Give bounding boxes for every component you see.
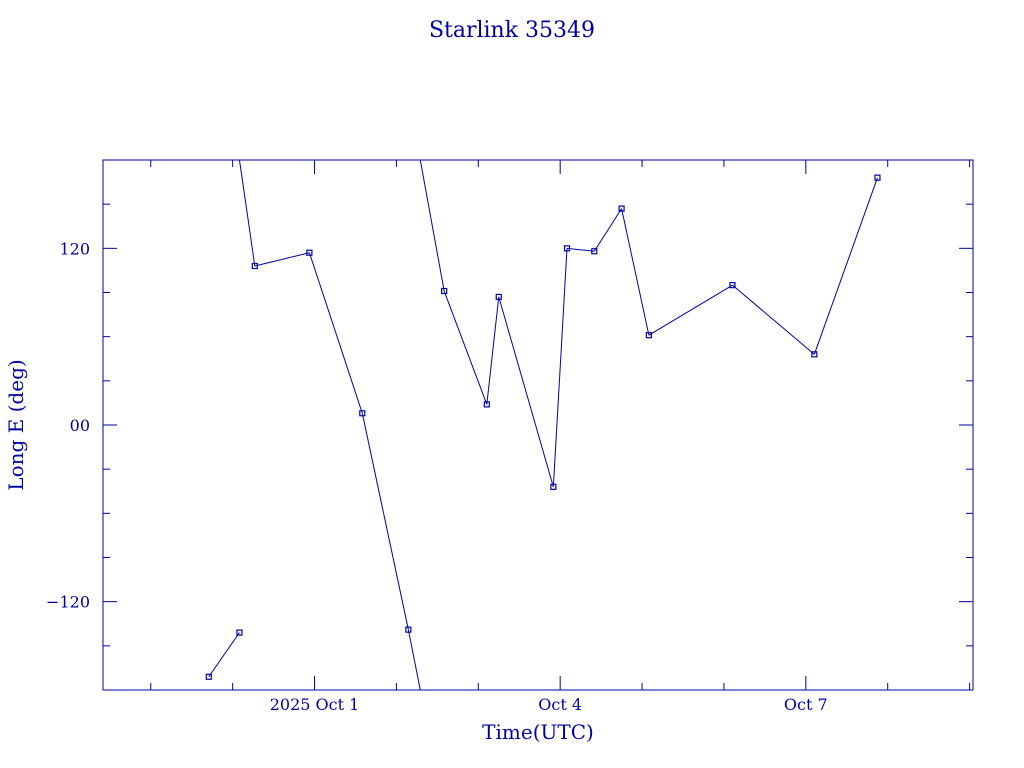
y-tick-label: 00 (70, 416, 90, 435)
chart-title: Starlink 35349 (429, 18, 595, 43)
series-line-segment (498, 296, 554, 487)
data-point (874, 174, 881, 181)
data-point (483, 401, 490, 408)
data-point (550, 483, 557, 490)
x-tick-label: Oct 7 (784, 695, 828, 714)
series-line-segment (732, 284, 815, 355)
data-point (251, 262, 258, 270)
data-point (563, 245, 571, 252)
data-point (495, 293, 502, 301)
y-axis-label: Long E (deg) (4, 359, 28, 490)
series-line-segment (566, 247, 595, 252)
series-line-segment (593, 208, 623, 252)
series-line-segment (308, 252, 363, 414)
y-tick-label: −120 (46, 593, 90, 612)
data-point (205, 673, 212, 680)
data-point (811, 351, 818, 358)
axes: 2025 Oct 1 Oct 4 Oct 7 120 00 −120 (46, 159, 974, 714)
x-tick-label: 2025 Oct 1 (270, 695, 360, 714)
series-line-segment (407, 629, 421, 690)
data-point (405, 626, 412, 633)
series-line-segment (208, 632, 240, 678)
series-line-segment (361, 413, 409, 630)
series-line-segment (238, 160, 256, 267)
series-line-segment (813, 177, 878, 355)
data-point (306, 249, 313, 256)
series-line-segment (648, 284, 733, 336)
series-line-segment (621, 208, 650, 336)
series-line-segment (443, 290, 488, 405)
data-point (359, 410, 366, 417)
series-line-segment (254, 252, 310, 267)
series-line-segment (486, 296, 500, 405)
plot-area (205, 160, 881, 690)
series-line-segment (552, 248, 568, 487)
x-tick-label: Oct 4 (538, 695, 582, 714)
series-line-segment (419, 160, 445, 292)
data-point (618, 205, 625, 212)
y-tick-label: 120 (59, 239, 90, 258)
data-point (591, 248, 598, 255)
data-point (729, 282, 736, 289)
data-point (236, 629, 243, 636)
x-axis-label: Time(UTC) (482, 720, 594, 744)
data-point (441, 287, 448, 295)
data-point (645, 332, 652, 339)
